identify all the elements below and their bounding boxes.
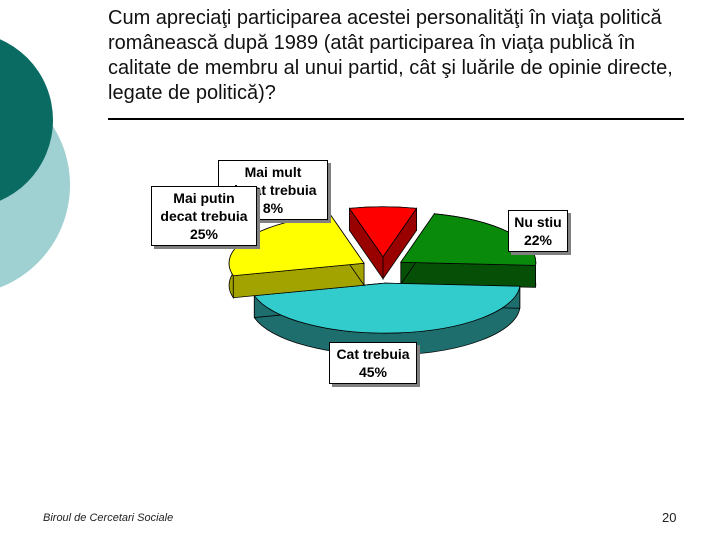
page-number: 20: [662, 510, 677, 525]
label-mai-putin-pct: 25%: [189, 226, 219, 242]
pie-slice-cat-trebuia: [253, 282, 521, 356]
decorative-circles: [0, 39, 70, 288]
pie-slice-top-cat-trebuia: [253, 282, 521, 334]
label-mai-mult-pct: 8%: [262, 200, 284, 216]
footer-organization: Biroul de Cercetari Sociale: [43, 512, 174, 524]
pie-slice-mai-mult: [348, 206, 418, 281]
pie-slice-top-mai-mult: [348, 206, 418, 258]
title-divider: [108, 118, 684, 120]
page-title: Cum apreciaţi participarea acestei perso…: [108, 7, 673, 104]
label-mai-putin-line2: decat trebuia: [160, 208, 248, 224]
label-nu-stiu-pct: 22%: [523, 232, 553, 248]
label-mai-putin-line1: Mai putin: [173, 190, 235, 206]
pie-slice-nu-stiu: [400, 212, 537, 288]
label-nu-stiu: Nu stiu 22%: [508, 210, 568, 252]
label-cat-line1: Cat trebuia: [336, 346, 410, 362]
label-mai-putin: Mai putin decat trebuia 25%: [151, 186, 257, 246]
label-cat-trebuia: Cat trebuia 45%: [329, 342, 417, 384]
label-mai-mult-line1: Mai mult: [244, 164, 302, 180]
deco-circle-dark: [0, 39, 53, 201]
label-nu-stiu-line1: Nu stiu: [514, 214, 562, 230]
pie-chart: [228, 206, 537, 356]
label-cat-pct: 45%: [358, 364, 388, 380]
